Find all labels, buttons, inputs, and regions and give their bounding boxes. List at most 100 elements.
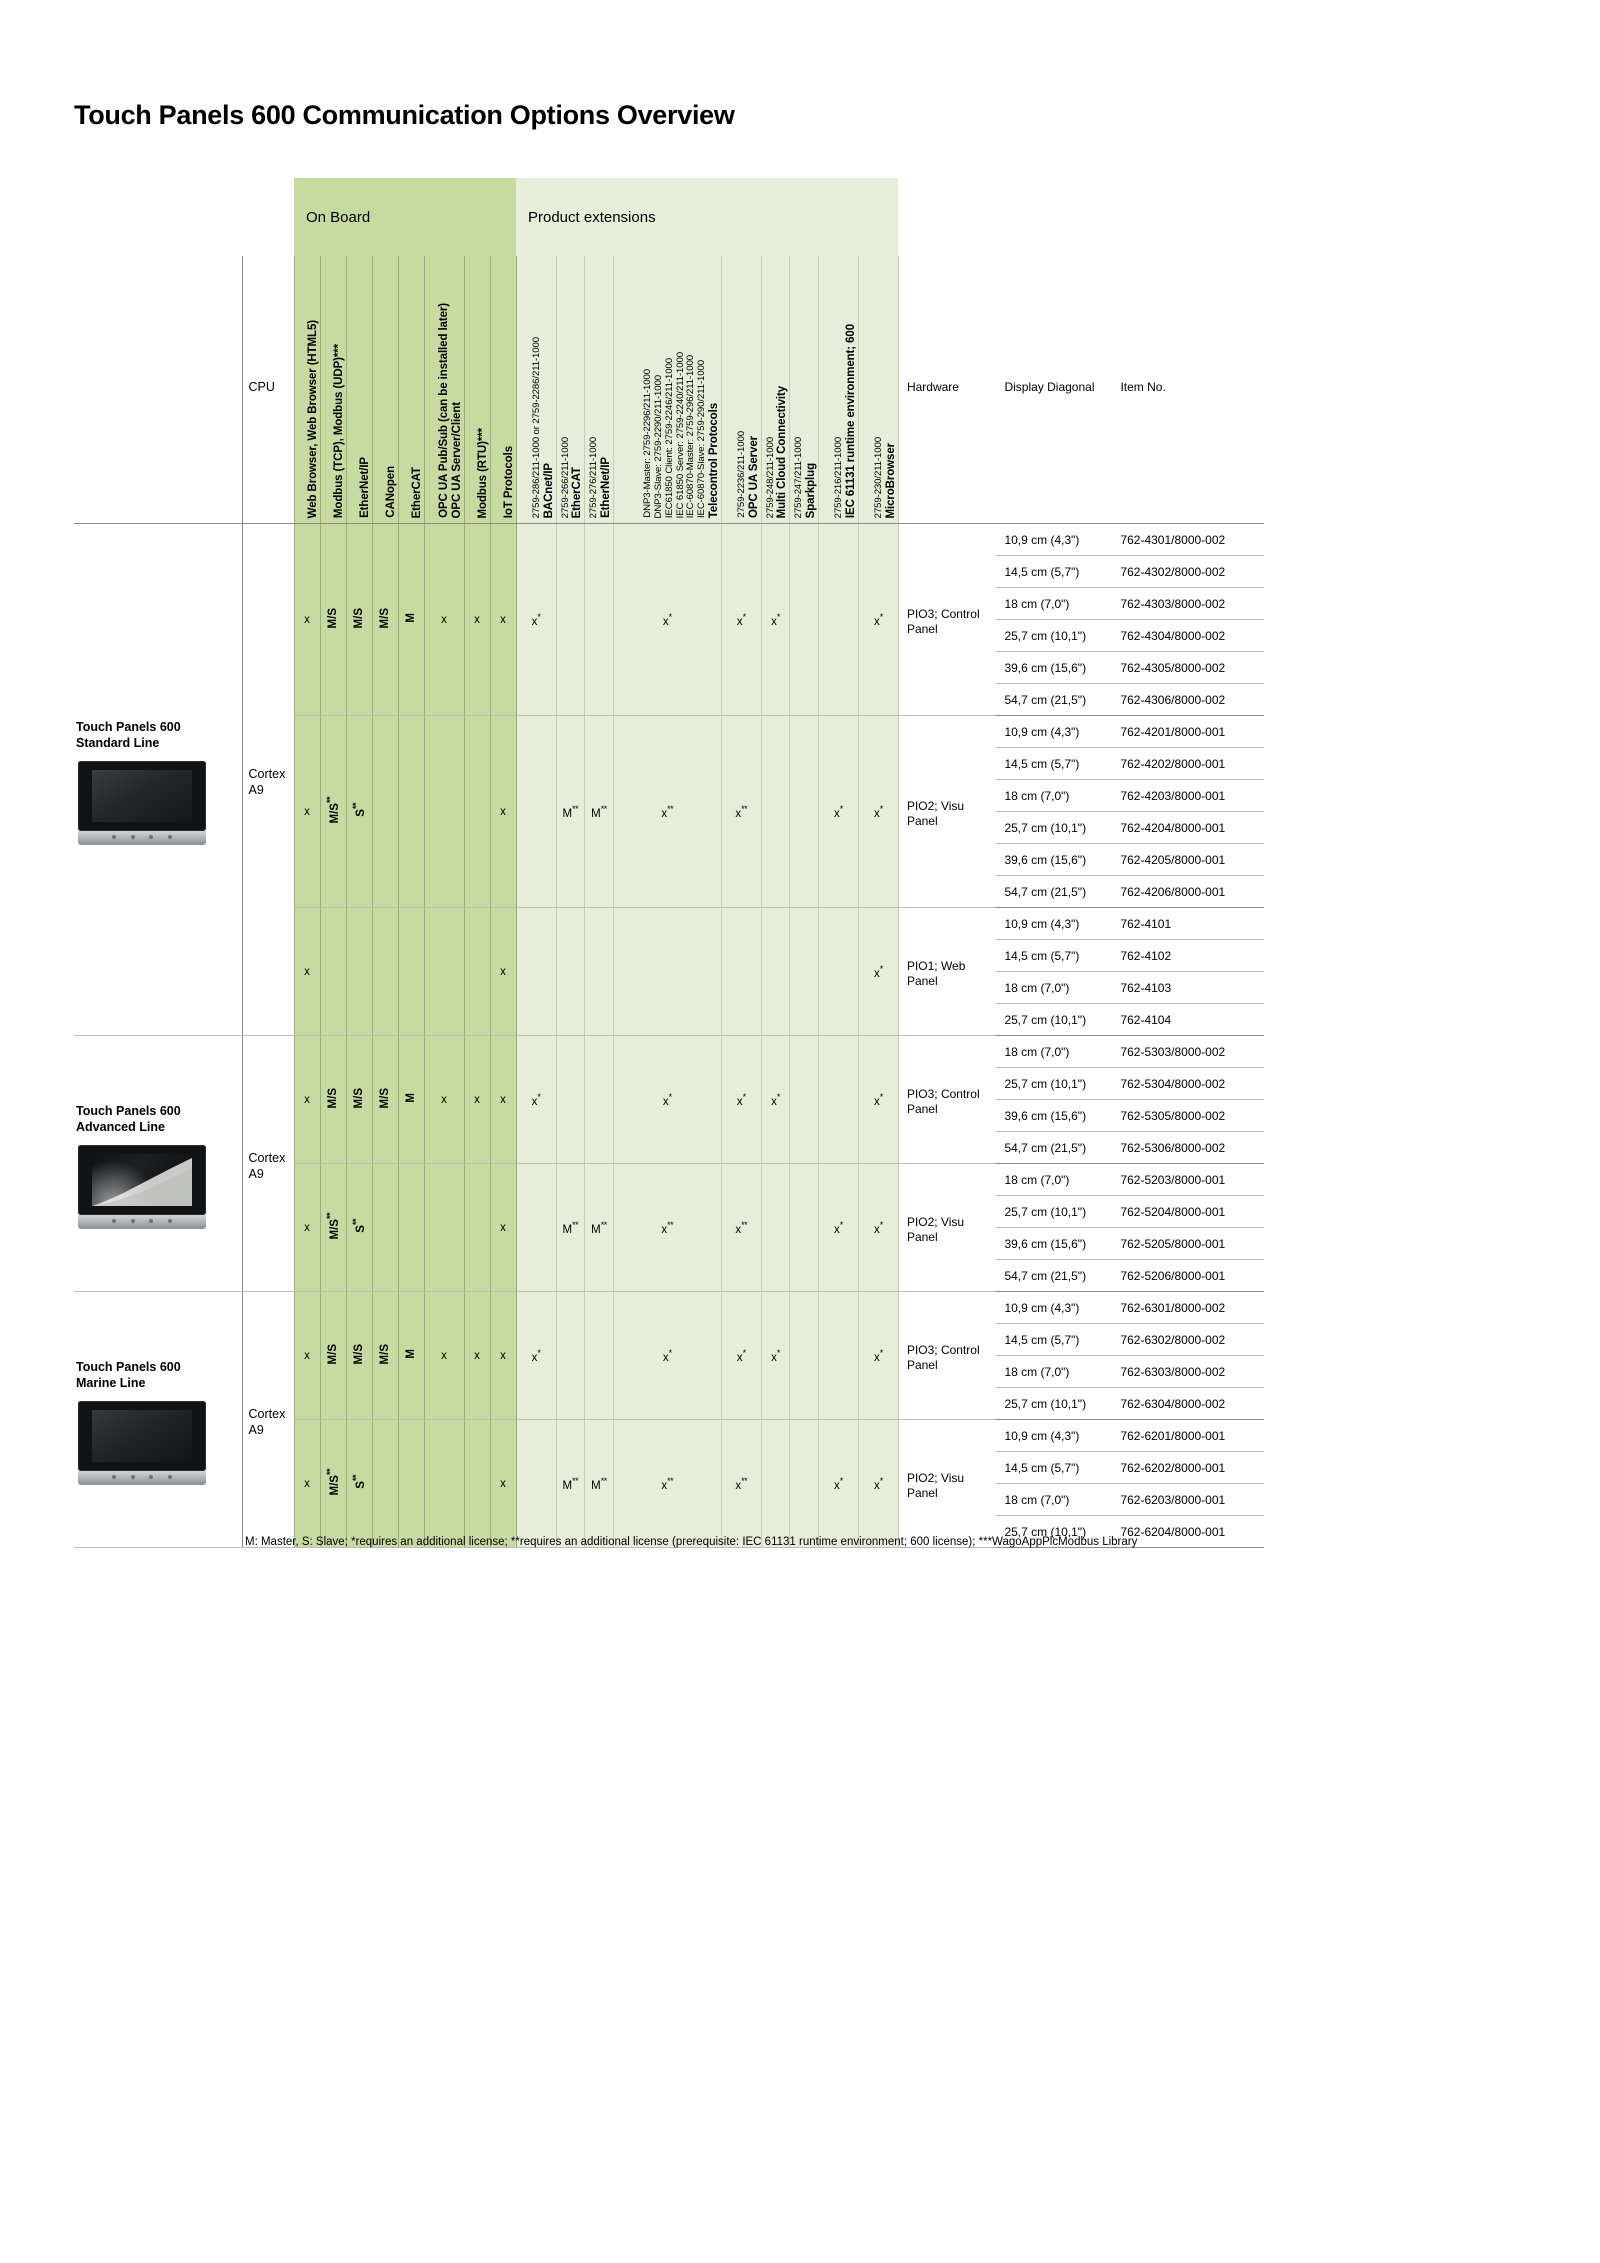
cell-onboard-opc-ua-server-client <box>424 907 465 1036</box>
column-header-extension-microbrowser: MicroBrowser 2759-230/211-1000 <box>858 256 899 524</box>
item-number-value: 762-6201/8000-001 <box>1112 1419 1265 1452</box>
cell-onboard-web-browser-web-browser-html5: x <box>293 1163 321 1292</box>
display-diagonal-value: 18 cm (7,0") <box>996 1035 1113 1068</box>
column-label: OPC UA Server/Client <box>450 401 463 518</box>
column-header-onboard-iot-protocols: IoT Protocols <box>490 256 517 524</box>
cell-onboard-iot-protocols: x <box>490 1163 517 1292</box>
display-diagonal-value: 54,7 cm (21,5") <box>996 1259 1113 1292</box>
cell-onboard-ethernet-ip: M/S <box>346 1291 373 1420</box>
hardware-cell: PIO2; Visu Panel <box>897 715 997 908</box>
cell-onboard-modbus-tcp-modbus-udp: M/S <box>320 523 347 716</box>
item-number-value: 762-5303/8000-002 <box>1112 1035 1265 1068</box>
device-buttons <box>112 1218 172 1225</box>
column-sublabel: IEC 61850 Server: 2759-2240/211-1000 <box>674 351 686 518</box>
item-number-value: 762-4103 <box>1112 971 1265 1004</box>
cell-extension-opc-ua-server: x** <box>721 1419 762 1548</box>
item-number-value: 762-5304/8000-002 <box>1112 1067 1265 1100</box>
item-number-value: 762-4101 <box>1112 907 1265 940</box>
column-header-extension-iec-61131-runtime-environment-600: IEC 61131 runtime environment; 600 2759-2… <box>818 256 859 524</box>
display-diagonal-value: 18 cm (7,0") <box>996 971 1113 1004</box>
column-label: Modbus (RTU)*** <box>476 427 489 519</box>
license-asterisk: ** <box>600 1475 608 1486</box>
table-row: 25,7 cm (10,1") 762-5304/8000-002 <box>74 1067 1265 1100</box>
matrix-table: On Board Product extensions CPU Web Browser… <box>74 178 1265 1548</box>
hardware-cell: PIO2; Visu Panel <box>897 1163 997 1292</box>
cell-onboard-opc-ua-server-client: x <box>424 523 465 716</box>
license-asterisk: * <box>537 611 541 622</box>
page-title: Touch Panels 600 Communication Options O… <box>74 100 735 130</box>
table-row: 14,5 cm (5,7") 762-4302/8000-002 <box>74 555 1265 588</box>
item-number-value: 762-5206/8000-001 <box>1112 1259 1265 1292</box>
cell-onboard-iot-protocols: x <box>490 907 517 1036</box>
table-row: 25,7 cm (10,1") 762-6304/8000-002 <box>74 1387 1265 1420</box>
cell-extension-opc-ua-server: x** <box>721 715 762 908</box>
display-diagonal-value: 14,5 cm (5,7") <box>996 1451 1113 1484</box>
cell-onboard-opc-ua-server-client: x <box>424 1291 465 1420</box>
table-row: 14,5 cm (5,7") 762-4102 <box>74 939 1265 972</box>
device-screen <box>92 1409 192 1462</box>
cell-onboard-web-browser-web-browser-html5: x <box>293 715 321 908</box>
license-asterisk: ** <box>325 1212 336 1219</box>
cell-extension-microbrowser: x* <box>858 907 899 1036</box>
cell-extension-bacnet-ip <box>515 907 557 1036</box>
hardware-cell: PIO3; Control Panel <box>897 523 997 716</box>
display-diagonal-value: 14,5 cm (5,7") <box>996 747 1113 780</box>
table-row: 39,6 cm (15,6") 762-4305/8000-002 <box>74 651 1265 684</box>
hardware-cell: PIO3; Control Panel <box>897 1291 997 1420</box>
product-line-name: Touch Panels 600 Standard Line <box>76 720 181 750</box>
display-diagonal-value: 14,5 cm (5,7") <box>996 1323 1113 1356</box>
cell-extension-multi-cloud-connectivity <box>761 907 791 1036</box>
item-number-value: 762-4303/8000-002 <box>1112 587 1265 620</box>
license-asterisk: ** <box>351 1219 362 1226</box>
cell-extension-sparkplug <box>789 1163 819 1292</box>
cell-onboard-canopen <box>372 1419 399 1548</box>
column-header-extension-opc-ua-server: OPC UA Server 2759-2236/211-1000 <box>721 256 762 524</box>
cell-onboard-modbus-tcp-modbus-udp: M/S** <box>320 1419 347 1548</box>
column-label: EtherCAT <box>410 466 423 518</box>
display-diagonal-value: 10,9 cm (4,3") <box>996 523 1113 556</box>
display-diagonal-value: 18 cm (7,0") <box>996 587 1113 620</box>
item-number-value: 762-6302/8000-002 <box>1112 1323 1265 1356</box>
table-row: 54,7 cm (21,5") 762-5306/8000-002 <box>74 1131 1265 1164</box>
table-row: 25,7 cm (10,1") 762-4104 <box>74 1003 1265 1036</box>
cell-onboard-canopen <box>372 1163 399 1292</box>
item-number-value: 762-4305/8000-002 <box>1112 651 1265 684</box>
cell-onboard-ethercat <box>398 907 425 1036</box>
display-diagonal-value: 39,6 cm (15,6") <box>996 1099 1113 1132</box>
marker-rotated: S** <box>351 1219 367 1233</box>
item-number-value: 762-5305/8000-002 <box>1112 1099 1265 1132</box>
column-header-extension-sparkplug: Sparkplug 2759-247/211-1000 <box>789 256 819 524</box>
marker-rotated: M/S** <box>325 1468 341 1496</box>
license-asterisk: * <box>879 1475 884 1486</box>
cell-extension-opc-ua-server: x* <box>721 1291 762 1420</box>
license-asterisk: * <box>776 611 781 622</box>
display-diagonal-value: 18 cm (7,0") <box>996 1163 1113 1196</box>
cell-onboard-web-browser-web-browser-html5: x <box>293 1291 321 1420</box>
table-row: 54,7 cm (21,5") 762-5206/8000-001 <box>74 1259 1265 1292</box>
product-line-name: Touch Panels 600 Marine Line <box>76 1360 181 1390</box>
display-diagonal-value: 39,6 cm (15,6") <box>996 843 1113 876</box>
column-header-onboard-modbus-tcp-modbus-udp: Modbus (TCP), Modbus (UDP)*** <box>320 256 347 524</box>
item-number-value: 762-4206/8000-001 <box>1112 875 1265 908</box>
cell-extension-bacnet-ip <box>515 1163 557 1292</box>
column-label: OPC UA Server <box>747 435 760 518</box>
item-number-value: 762-6203/8000-001 <box>1112 1483 1265 1516</box>
cell-onboard-ethernet-ip: M/S <box>346 1035 373 1164</box>
marker-rotated: M <box>405 1349 417 1359</box>
item-number-value: 762-4202/8000-001 <box>1112 747 1265 780</box>
cell-onboard-iot-protocols: x <box>490 523 517 716</box>
license-asterisk: * <box>668 611 673 622</box>
cell-extension-sparkplug <box>789 715 819 908</box>
license-asterisk: ** <box>667 1475 674 1486</box>
license-asterisk: * <box>879 963 884 974</box>
cell-extension-opc-ua-server <box>721 907 762 1036</box>
license-asterisk: * <box>742 1091 747 1102</box>
hardware-value: PIO1; Web Panel <box>906 959 966 988</box>
column-header-extension-bacnet-ip: BACnet/IP 2759-286/211-1000 or 2759-2286/… <box>515 256 557 524</box>
column-sublabel: 2759-2236/211-1000 <box>736 431 748 518</box>
cell-onboard-ethercat: M <box>398 1291 425 1420</box>
marker-rotated: M <box>405 613 417 623</box>
table-row: Touch Panels 600 Marine Line Cortex A9 x M/S M… <box>74 1291 1265 1548</box>
header-spacer-right <box>898 178 1265 256</box>
group-header-product-extensions: Product extensions <box>516 178 899 256</box>
